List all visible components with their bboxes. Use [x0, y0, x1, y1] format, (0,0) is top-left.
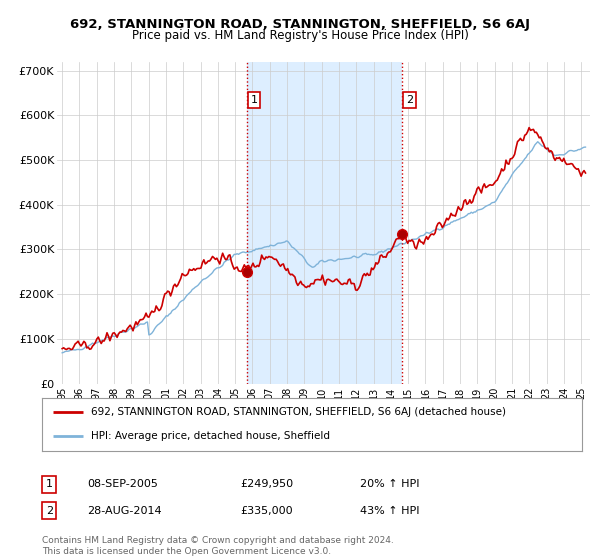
Text: £335,000: £335,000 [240, 506, 293, 516]
Text: 2: 2 [406, 95, 413, 105]
Text: £249,950: £249,950 [240, 479, 293, 489]
Text: Price paid vs. HM Land Registry's House Price Index (HPI): Price paid vs. HM Land Registry's House … [131, 29, 469, 42]
Text: 692, STANNINGTON ROAD, STANNINGTON, SHEFFIELD, S6 6AJ: 692, STANNINGTON ROAD, STANNINGTON, SHEF… [70, 18, 530, 31]
Text: 1: 1 [251, 95, 257, 105]
Text: 692, STANNINGTON ROAD, STANNINGTON, SHEFFIELD, S6 6AJ (detached house): 692, STANNINGTON ROAD, STANNINGTON, SHEF… [91, 408, 506, 418]
Bar [247, 62, 402, 384]
Text: Contains HM Land Registry data © Crown copyright and database right 2024.
This d: Contains HM Land Registry data © Crown c… [42, 536, 394, 556]
Text: 08-SEP-2005: 08-SEP-2005 [87, 479, 158, 489]
Text: 28-AUG-2014: 28-AUG-2014 [87, 506, 161, 516]
Text: HPI: Average price, detached house, Sheffield: HPI: Average price, detached house, Shef… [91, 431, 329, 441]
Text: 1: 1 [46, 479, 53, 489]
Text: 43% ↑ HPI: 43% ↑ HPI [360, 506, 419, 516]
Text: 20% ↑ HPI: 20% ↑ HPI [360, 479, 419, 489]
Text: 2: 2 [46, 506, 53, 516]
